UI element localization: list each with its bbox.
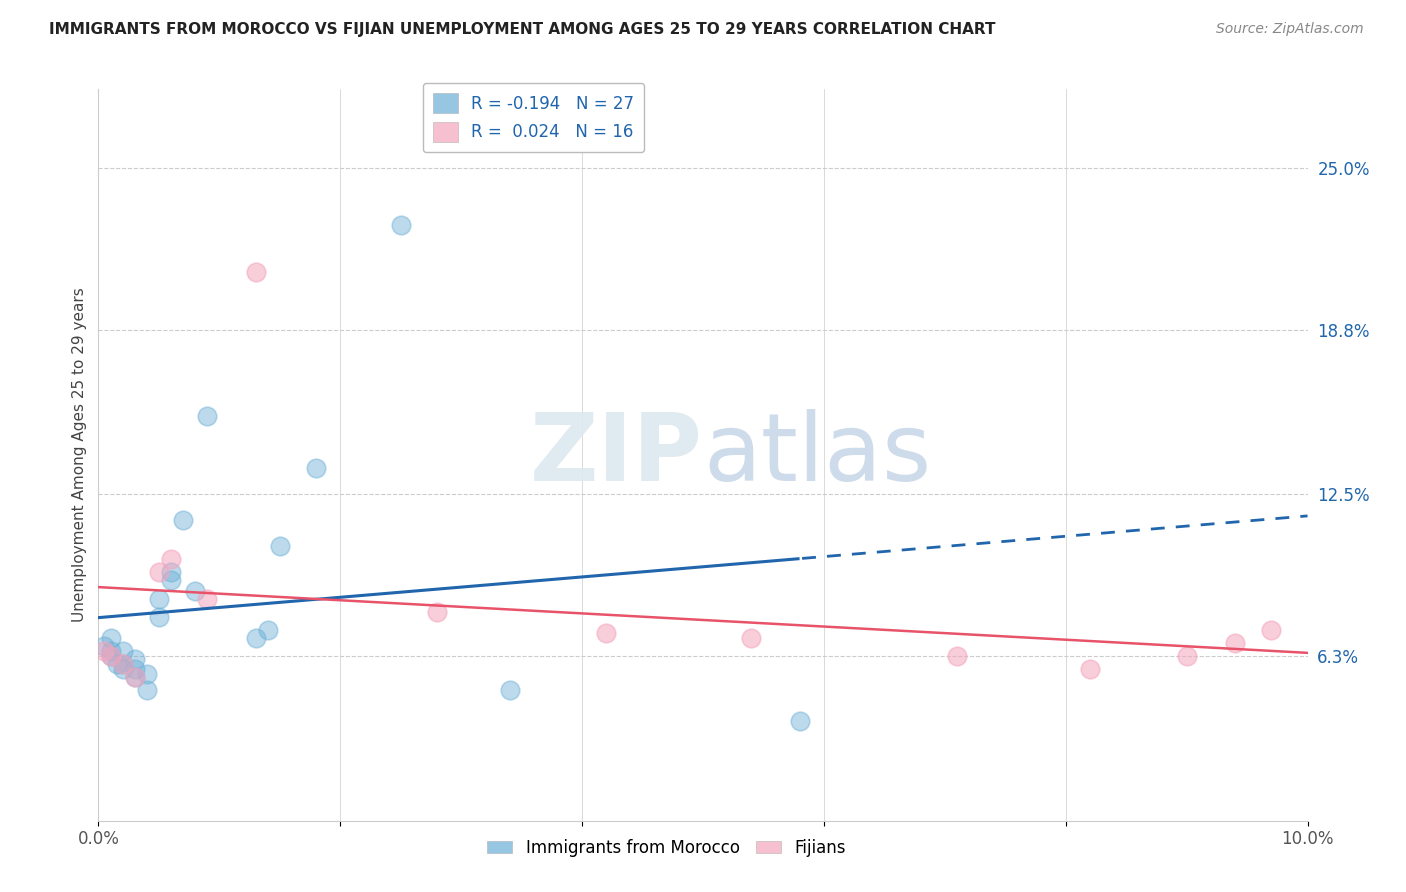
Y-axis label: Unemployment Among Ages 25 to 29 years: Unemployment Among Ages 25 to 29 years [72,287,87,623]
Point [100,649,122,664]
Point [105,657,128,671]
Point [305,461,328,475]
Point [124,651,146,665]
Point [1175,649,1198,664]
Point [269,539,291,553]
Point [195,409,218,423]
Point [184,583,207,598]
Point [426,605,449,619]
Point [740,631,762,645]
Point [148,566,170,580]
Point [135,683,157,698]
Point [100,631,122,645]
Text: ZIP: ZIP [530,409,703,501]
Point [195,591,218,606]
Text: IMMIGRANTS FROM MOROCCO VS FIJIAN UNEMPLOYMENT AMONG AGES 25 TO 29 YEARS CORRELA: IMMIGRANTS FROM MOROCCO VS FIJIAN UNEMPL… [49,22,995,37]
Point [1260,623,1282,637]
Point [124,662,146,676]
Point [789,714,811,729]
Point [111,657,134,671]
Point [160,552,183,566]
Point [256,623,278,637]
Point [160,566,183,580]
Point [1223,636,1246,650]
Point [245,631,267,645]
Text: atlas: atlas [703,409,931,501]
Point [93,644,115,658]
Point [389,218,412,232]
Point [124,670,146,684]
Point [93,639,115,653]
Point [245,265,267,279]
Point [100,649,122,664]
Point [124,670,146,684]
Point [160,574,183,588]
Point [1078,662,1101,676]
Legend: Immigrants from Morocco, Fijians: Immigrants from Morocco, Fijians [481,832,853,863]
Point [148,591,170,606]
Point [111,644,134,658]
Point [111,657,134,671]
Point [111,662,134,676]
Point [100,644,122,658]
Point [172,513,194,527]
Text: Source: ZipAtlas.com: Source: ZipAtlas.com [1216,22,1364,37]
Point [595,625,617,640]
Point [148,610,170,624]
Point [135,667,157,681]
Point [498,683,520,698]
Point [946,649,969,664]
